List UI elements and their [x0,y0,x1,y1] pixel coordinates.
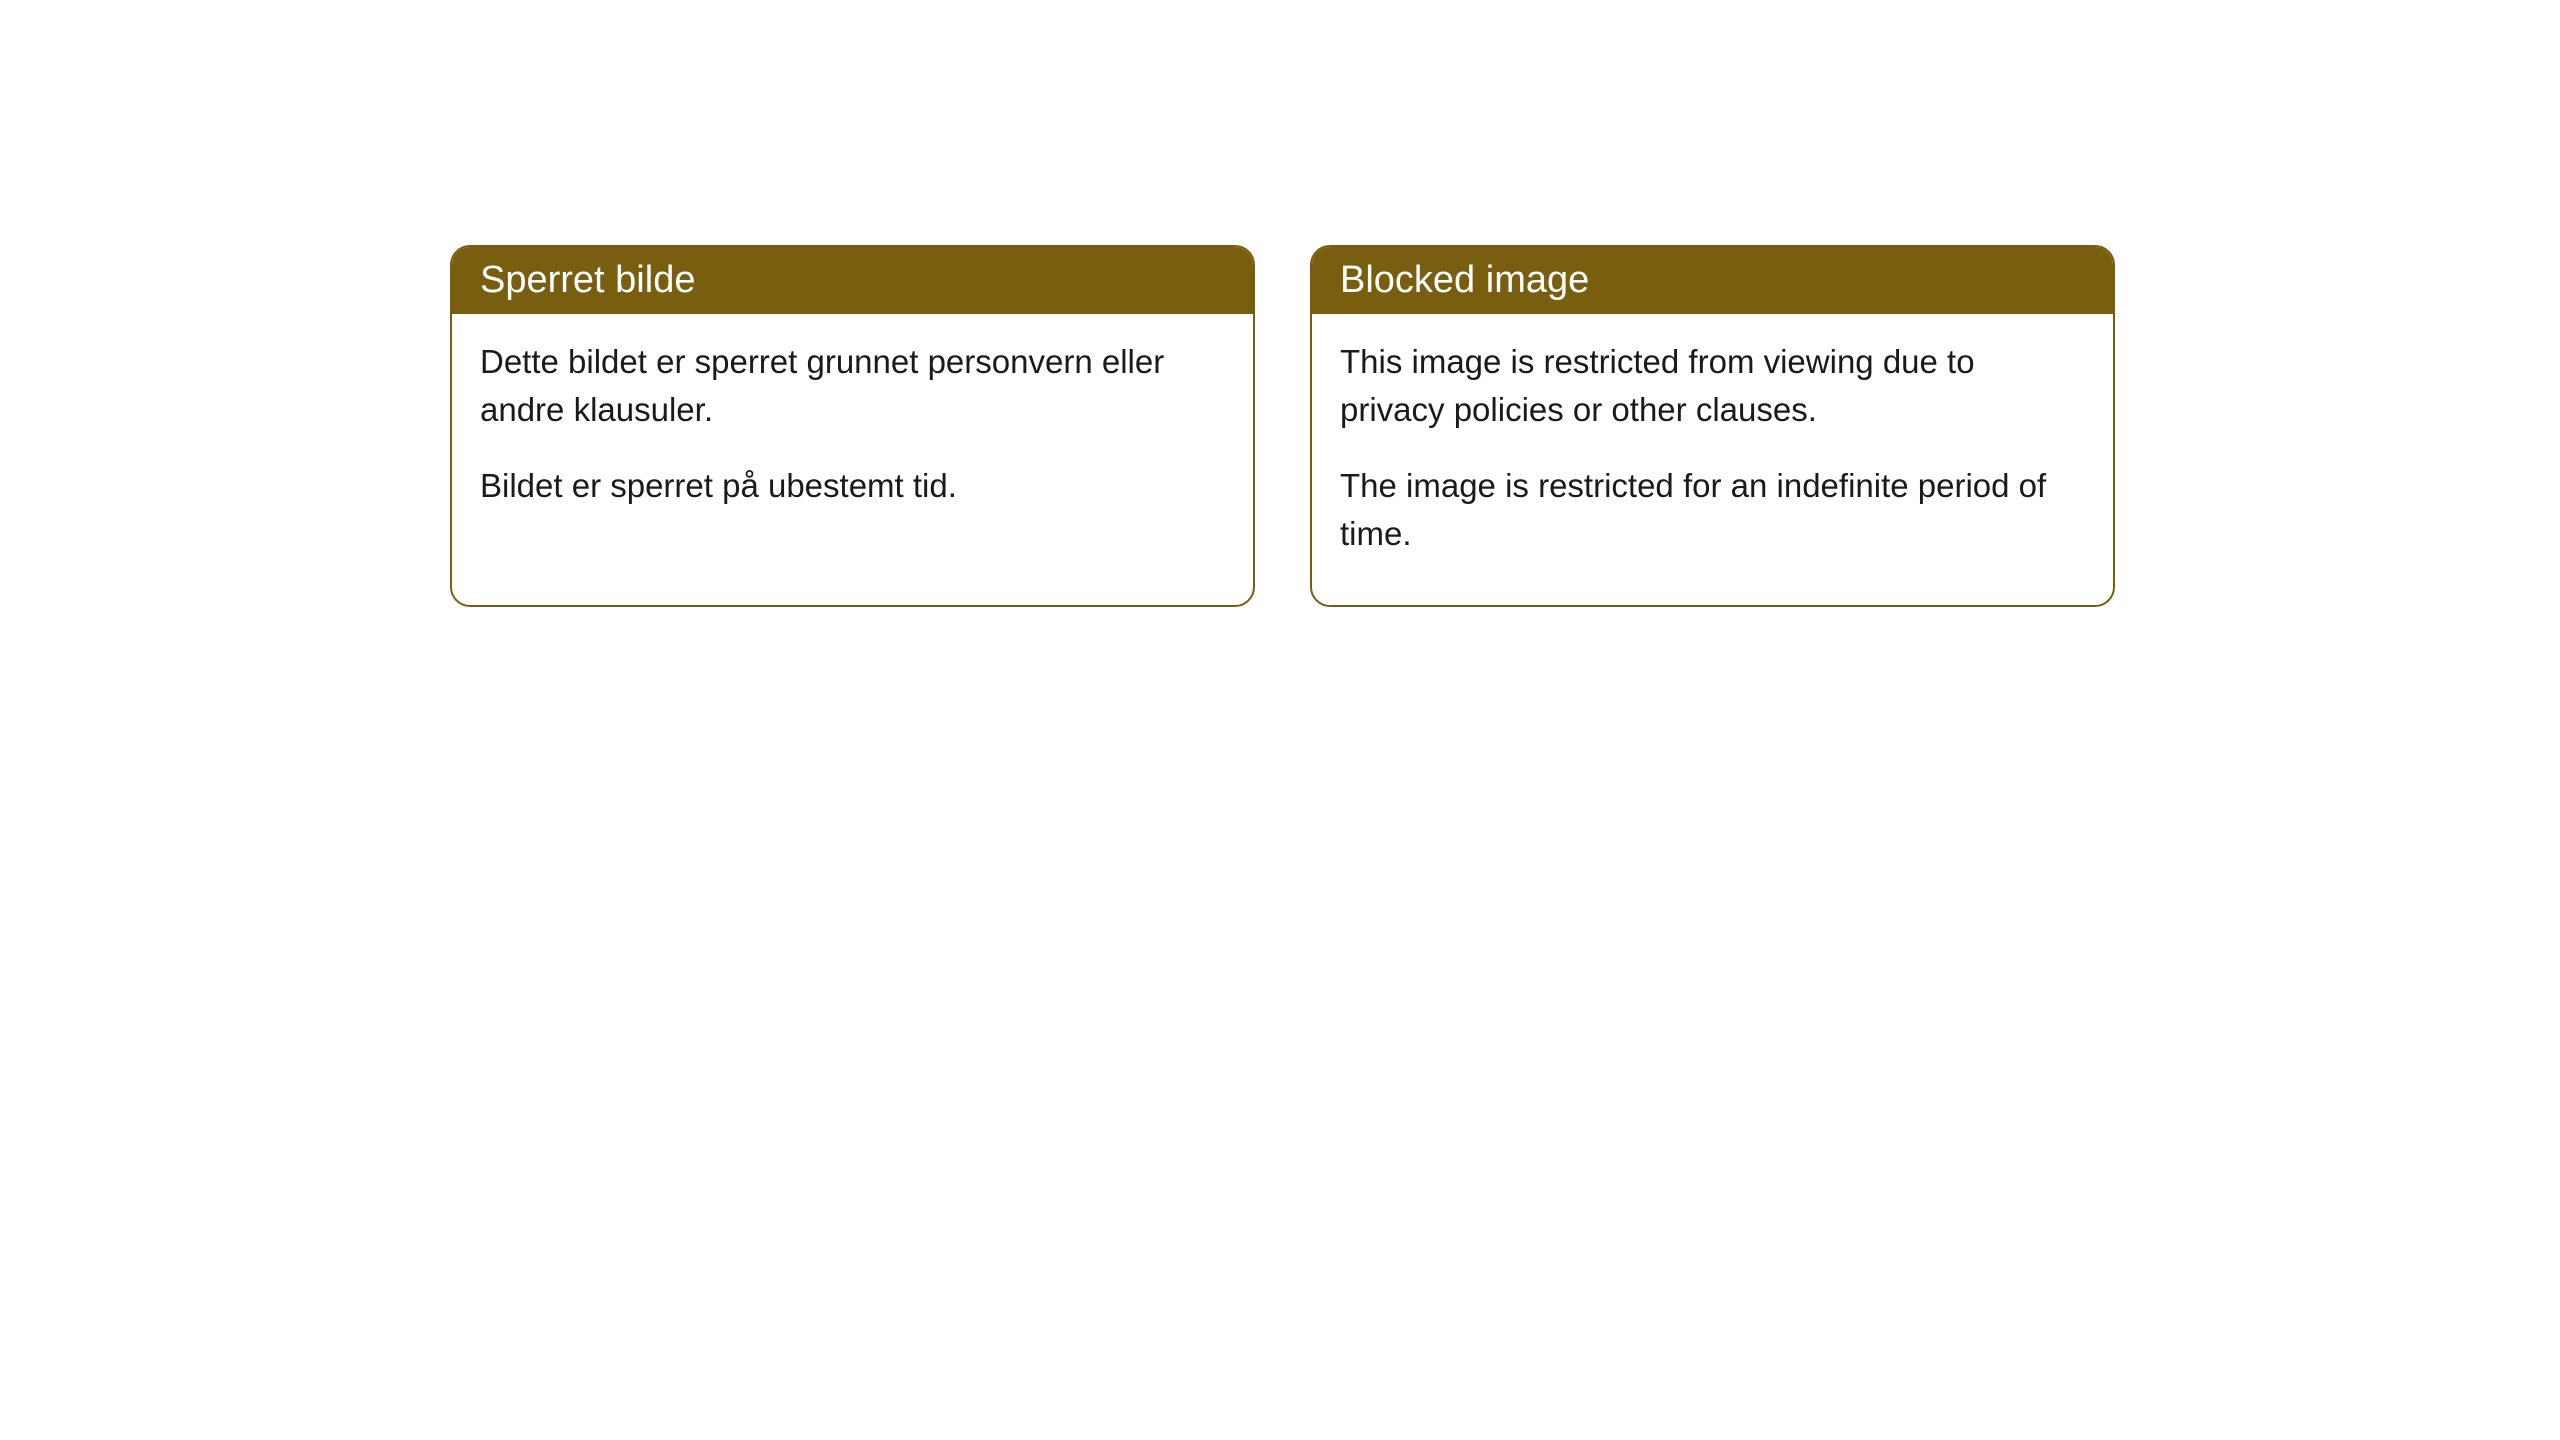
card-paragraph: This image is restricted from viewing du… [1340,338,2085,434]
card-header: Sperret bilde [452,247,1253,314]
notice-card-english: Blocked image This image is restricted f… [1310,245,2115,607]
card-header: Blocked image [1312,247,2113,314]
card-body: This image is restricted from viewing du… [1312,314,2113,605]
notice-card-norwegian: Sperret bilde Dette bildet er sperret gr… [450,245,1255,607]
notice-cards-container: Sperret bilde Dette bildet er sperret gr… [450,245,2115,607]
card-title: Blocked image [1340,259,1589,301]
card-paragraph: Dette bildet er sperret grunnet personve… [480,338,1225,434]
card-paragraph: Bildet er sperret på ubestemt tid. [480,462,1225,510]
card-paragraph: The image is restricted for an indefinit… [1340,462,2085,558]
card-body: Dette bildet er sperret grunnet personve… [452,314,1253,558]
card-title: Sperret bilde [480,259,695,301]
